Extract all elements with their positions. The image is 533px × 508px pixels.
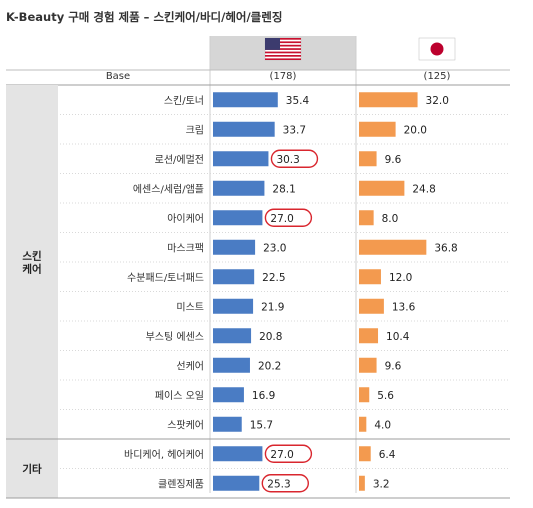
japan-bar bbox=[359, 416, 367, 432]
japan-value-label: 4.0 bbox=[374, 419, 391, 431]
highlight-ellipse bbox=[270, 149, 319, 168]
group-label: 케어 bbox=[22, 263, 41, 276]
us-value-label: 33.7 bbox=[283, 124, 306, 136]
japan-bar bbox=[359, 239, 427, 255]
us-value-label: 20.2 bbox=[258, 360, 281, 372]
japan-bar bbox=[359, 269, 381, 285]
us-value-label: 28.1 bbox=[272, 183, 295, 195]
highlight-ellipse bbox=[264, 208, 313, 227]
japan-value-label: 10.4 bbox=[386, 331, 410, 343]
us-bar bbox=[213, 387, 244, 403]
japan-value-label: 24.8 bbox=[412, 183, 435, 195]
group-box bbox=[6, 85, 58, 439]
us-bar bbox=[213, 239, 256, 255]
group-box bbox=[6, 439, 58, 498]
category-label: 크림 bbox=[186, 124, 204, 136]
japan-bar bbox=[359, 298, 384, 314]
category-label: 스팟케어 bbox=[167, 419, 204, 431]
highlight-ellipse bbox=[261, 474, 309, 493]
category-label: 미스트 bbox=[176, 301, 204, 313]
category-label: 페이스 오일 bbox=[155, 390, 204, 402]
us-bar bbox=[213, 446, 263, 462]
category-label: 선케어 bbox=[176, 360, 204, 372]
us-value-label: 20.8 bbox=[259, 331, 282, 343]
japan-flag-icon bbox=[418, 37, 456, 61]
us-bar bbox=[213, 416, 242, 432]
japan-value-label: 36.8 bbox=[434, 242, 457, 254]
us-value-label: 16.9 bbox=[252, 390, 275, 402]
japan-value-label: 6.4 bbox=[379, 449, 396, 461]
base-label: Base bbox=[106, 71, 130, 82]
japan-value-label: 32.0 bbox=[426, 95, 449, 107]
category-label: 마스크팩 bbox=[167, 242, 204, 254]
chart-title: K-Beauty 구매 경험 제품 – 스킨케어/바디/헤어/클렌징 bbox=[6, 10, 283, 24]
japan-value-label: 8.0 bbox=[382, 213, 399, 225]
japan-value-label: 20.0 bbox=[404, 124, 427, 136]
group-label: 스킨 bbox=[22, 250, 41, 263]
japan-value-label: 3.2 bbox=[373, 478, 390, 490]
japan-base-count: (125) bbox=[424, 71, 451, 82]
japan-bar bbox=[359, 210, 374, 226]
us-value-label: 30.3 bbox=[276, 154, 299, 166]
us-value-label: 27.0 bbox=[270, 213, 293, 225]
highlight-ellipse bbox=[264, 444, 313, 463]
japan-bar bbox=[359, 180, 405, 196]
us-bar bbox=[213, 210, 263, 226]
us-bar bbox=[213, 475, 260, 491]
us-bar bbox=[213, 298, 254, 314]
us-bar bbox=[213, 357, 250, 373]
us-value-label: 27.0 bbox=[270, 449, 293, 461]
japan-bar bbox=[359, 121, 396, 137]
japan-bar bbox=[359, 475, 365, 491]
us-value-label: 35.4 bbox=[286, 95, 310, 107]
japan-value-label: 5.6 bbox=[377, 390, 394, 402]
us-value-label: 23.0 bbox=[263, 242, 286, 254]
japan-bar bbox=[359, 357, 377, 373]
us-value-label: 25.3 bbox=[267, 478, 290, 490]
category-label: 에센스/세럼/앰플 bbox=[133, 182, 204, 195]
us-flag-icon bbox=[264, 37, 302, 61]
us-value-label: 21.9 bbox=[261, 301, 284, 313]
us-value-label: 22.5 bbox=[262, 272, 285, 284]
japan-bar bbox=[359, 328, 379, 344]
japan-value-label: 12.0 bbox=[389, 272, 412, 284]
us-value-label: 15.7 bbox=[250, 419, 273, 431]
us-bar bbox=[213, 151, 269, 167]
category-label: 로션/에멀전 bbox=[155, 153, 204, 166]
japan-value-label: 9.6 bbox=[385, 154, 402, 166]
category-label: 아이케어 bbox=[167, 213, 204, 225]
us-bar bbox=[213, 121, 275, 137]
category-label: 스킨/토너 bbox=[164, 95, 204, 107]
us-bar bbox=[213, 180, 265, 196]
japan-bar bbox=[359, 446, 371, 462]
japan-bar bbox=[359, 387, 370, 403]
category-label: 수분패드/토너패드 bbox=[127, 272, 204, 284]
us-bar bbox=[213, 328, 252, 344]
category-label: 클렌징제품 bbox=[158, 478, 204, 490]
japan-value-label: 13.6 bbox=[392, 301, 416, 313]
us-bar bbox=[213, 92, 278, 108]
group-label: 기타 bbox=[22, 463, 42, 476]
rows-layer: 스킨/토너 35.4 32.0 크림 33.7 20.0 로션/에멀전 30.3 9.6 에센스/… bbox=[6, 92, 510, 499]
us-base-count: (178) bbox=[270, 71, 297, 82]
us-bar bbox=[213, 269, 255, 285]
japan-value-label: 9.6 bbox=[385, 360, 402, 372]
japan-bar bbox=[359, 151, 377, 167]
category-label: 바디케어, 헤어케어 bbox=[124, 449, 204, 461]
category-label: 부스팅 에센스 bbox=[146, 331, 204, 343]
japan-bar bbox=[359, 92, 418, 108]
